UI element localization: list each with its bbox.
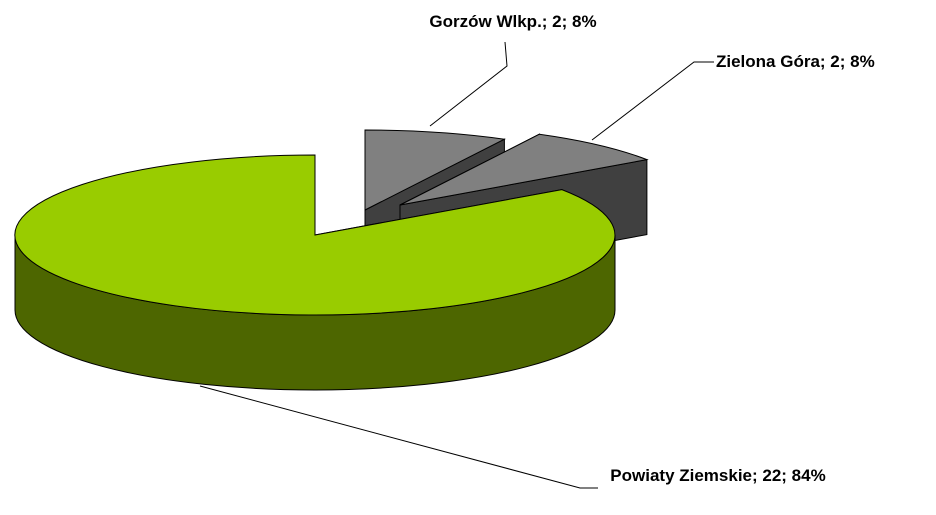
slice — [364, 129, 507, 211]
slice-label: Powiaty Ziemskie; 22; 84% — [610, 466, 826, 485]
leader-line — [199, 385, 598, 489]
slice — [399, 133, 649, 206]
slice — [14, 154, 616, 316]
slice-label: Zielona Góra; 2; 8% — [716, 52, 875, 71]
leader-line — [429, 41, 508, 127]
leader-line — [591, 61, 714, 141]
slice-label: Gorzów Wlkp.; 2; 8% — [429, 12, 597, 31]
